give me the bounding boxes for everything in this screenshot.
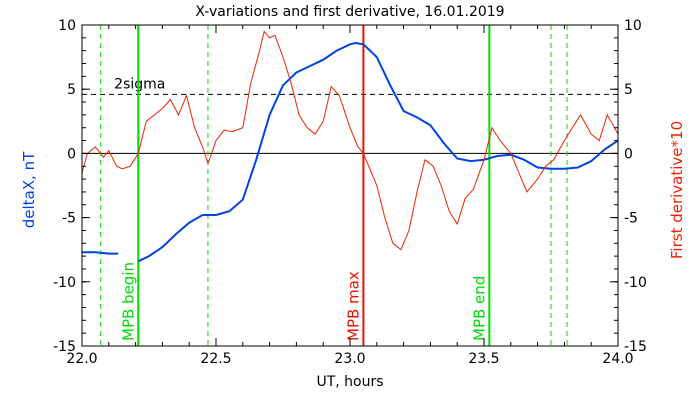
x-tick-label: 23.0 bbox=[334, 351, 365, 367]
series-deltax-line-start bbox=[82, 251, 119, 255]
x-tick-label: 22.0 bbox=[66, 351, 97, 367]
chart-title: X-variations and first derivative, 16.01… bbox=[195, 4, 504, 20]
y-axis-label-right: First derivative*10 bbox=[668, 121, 686, 259]
x-tick-label: 24.0 bbox=[602, 351, 633, 367]
x-axis-label: UT, hours bbox=[316, 374, 383, 390]
marker-label: MPB max bbox=[344, 271, 362, 341]
y-tick-label-left: 5 bbox=[67, 82, 76, 98]
series-deltax-line bbox=[137, 41, 619, 263]
y-tick-label-right: 0 bbox=[624, 146, 633, 162]
y-tick-label-left: -15 bbox=[53, 339, 76, 355]
y-axis-label-left: deltaX, nT bbox=[20, 151, 38, 228]
y-tick-label-left: 10 bbox=[58, 18, 76, 34]
y-tick-label-right: -10 bbox=[624, 275, 647, 291]
series-derivative-line bbox=[81, 30, 619, 251]
threshold-label: 2sigma bbox=[114, 76, 165, 92]
y-tick-label-right: -5 bbox=[624, 211, 638, 227]
x-tick-label: 23.5 bbox=[468, 351, 499, 367]
y-tick-label-right: -15 bbox=[624, 339, 647, 355]
y-tick-label-right: 5 bbox=[624, 82, 633, 98]
y-tick-label-left: -5 bbox=[62, 211, 76, 227]
plot-area: 2sigma MPB begin MPB max MPB end bbox=[81, 25, 619, 346]
y-tick-label-left: 0 bbox=[67, 146, 76, 162]
y-tick-label-left: -10 bbox=[53, 275, 76, 291]
axis-ticks: 22.0 22.5 23.0 23.5 24.0-15-10-50510-15-10-5… bbox=[53, 18, 647, 367]
y-tick-label-right: 10 bbox=[624, 18, 642, 34]
marker-label: MPB end bbox=[470, 276, 488, 341]
x-tick-label: 22.5 bbox=[200, 351, 231, 367]
marker-label: MPB begin bbox=[119, 262, 137, 341]
